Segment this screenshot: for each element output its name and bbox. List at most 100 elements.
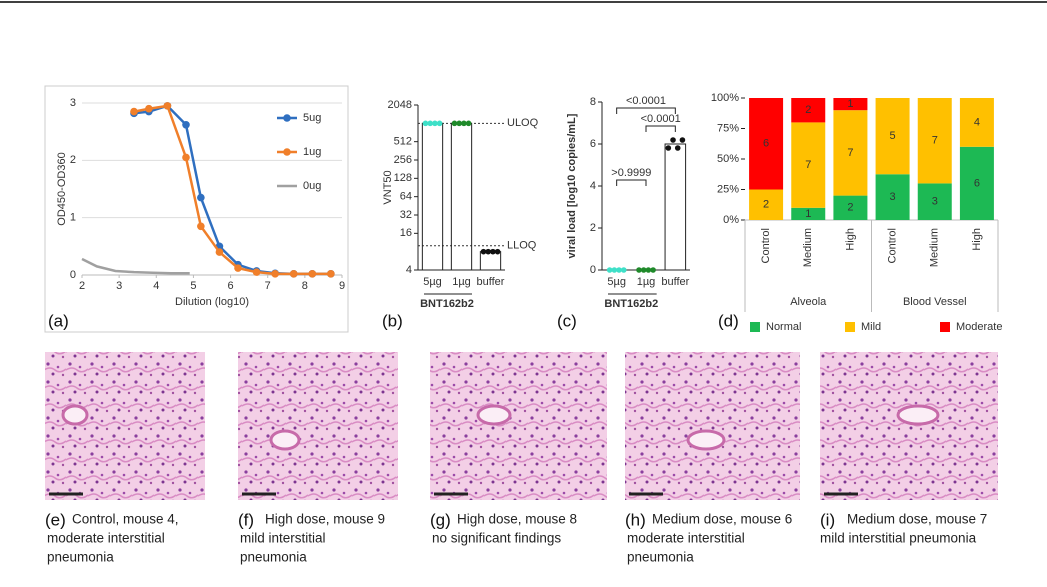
x-tick-label: Control: [886, 228, 898, 263]
data-point: [674, 145, 681, 151]
data-point: [616, 267, 622, 273]
x-tick-label: buffer: [477, 276, 505, 288]
bar-segment: [917, 98, 952, 184]
point: [197, 193, 205, 202]
x-tick-label: buffer: [661, 276, 689, 288]
caption-line: mild interstitial pneumonia: [820, 531, 977, 546]
data-point: [679, 137, 686, 143]
y-tick-label: 4: [406, 264, 412, 276]
legend-marker: [283, 148, 291, 156]
caption-line: pneumonia: [240, 550, 307, 565]
panel-label: (d): [718, 311, 739, 330]
y-tick-label: 16: [400, 227, 412, 239]
data-point: [451, 120, 458, 127]
y-tick-label: 0: [70, 269, 76, 281]
caption-line: High dose, mouse 9: [265, 512, 385, 527]
point: [182, 120, 190, 129]
airway: [269, 429, 301, 451]
legend-label: 5ug: [303, 112, 321, 124]
y-axis-label: viral load [log10 copies/mL]: [566, 113, 578, 258]
panel-label: (a): [48, 311, 69, 330]
x-tick-label: 2: [79, 280, 85, 292]
point: [308, 270, 317, 278]
bar-segment: [833, 98, 868, 111]
segment-label: 4: [974, 116, 980, 128]
p-value: <0.0001: [641, 113, 681, 125]
data-point: [485, 248, 492, 255]
airway: [686, 429, 726, 451]
x-tick-label: 5: [190, 280, 196, 292]
caption-line: no significant findings: [432, 531, 561, 546]
point: [252, 268, 261, 276]
series-line: [81, 257, 190, 275]
x-tick-label: High: [971, 228, 983, 251]
legend-swatch: [845, 322, 855, 332]
data-point: [640, 267, 647, 273]
point: [289, 270, 298, 278]
x-tick-label: 1µg: [452, 276, 471, 288]
bar-segment: [875, 98, 910, 175]
point: [271, 270, 279, 278]
caption-line: moderate interstitial: [627, 531, 745, 546]
y-tick-label: 25%: [717, 183, 739, 195]
legend-label: Normal: [766, 321, 801, 333]
legend-label: Mild: [861, 321, 881, 333]
segment-label: 5: [890, 130, 896, 142]
airway: [476, 404, 512, 426]
caption-line: Medium dose, mouse 7: [847, 512, 987, 527]
caption-line: High dose, mouse 8: [457, 512, 577, 527]
p-value: >0.9999: [611, 167, 651, 179]
data-point: [480, 248, 487, 255]
data-point: [436, 120, 443, 127]
figure-label: (e): [45, 510, 66, 529]
x-tick-label: Control: [760, 228, 772, 263]
histology-image: [238, 352, 398, 500]
bar-segment: [917, 183, 952, 220]
caption-line: pneumonia: [627, 550, 694, 565]
y-tick-label: 2048: [388, 99, 412, 111]
y-tick-label: 100%: [711, 92, 739, 104]
airway: [61, 404, 89, 426]
x-tick-label: 6: [228, 280, 234, 292]
x-tick-label: Medium: [802, 228, 814, 267]
data-point: [494, 248, 501, 255]
data-point: [465, 120, 472, 127]
data-point: [461, 120, 467, 127]
point: [234, 264, 242, 272]
caption-line: pneumonia: [47, 550, 114, 565]
segment-label: 3: [890, 191, 896, 203]
y-tick-label: 50%: [717, 153, 739, 165]
data-point: [432, 120, 438, 127]
segment-label: 3: [932, 196, 938, 208]
bar-segment: [875, 174, 910, 220]
figure-label: (h): [625, 510, 646, 529]
data-point: [650, 267, 656, 273]
caption-line: Control, mouse 4,: [72, 512, 179, 527]
y-tick-label: 64: [400, 191, 412, 203]
legend-label: Moderate: [956, 321, 1002, 333]
legend-marker: [283, 114, 291, 122]
figure-label: (g): [430, 510, 451, 529]
airway: [896, 404, 940, 426]
bar-segment: [749, 189, 784, 220]
x-tick-label: 5µg: [607, 276, 626, 288]
legend-label: 0ug: [303, 180, 321, 192]
data-point: [670, 137, 676, 143]
segment-label: 2: [763, 199, 769, 211]
segment-label: 6: [974, 177, 980, 189]
data-point: [490, 248, 496, 255]
group-label: Blood Vessel: [903, 296, 967, 308]
segment-label: 6: [763, 138, 769, 150]
point: [163, 102, 172, 110]
y-tick-label: 6: [590, 138, 596, 150]
group-label: Alveola: [790, 296, 827, 308]
y-tick-label: 512: [394, 136, 412, 148]
y-tick-label: 0%: [723, 214, 739, 226]
segment-label: 7: [932, 135, 938, 147]
y-tick-label: 1: [70, 212, 76, 224]
group-label: BNT162b2: [604, 298, 658, 310]
y-tick-label: 128: [394, 172, 412, 184]
figure-label: (i): [820, 510, 835, 529]
bar-segment: [959, 98, 994, 147]
